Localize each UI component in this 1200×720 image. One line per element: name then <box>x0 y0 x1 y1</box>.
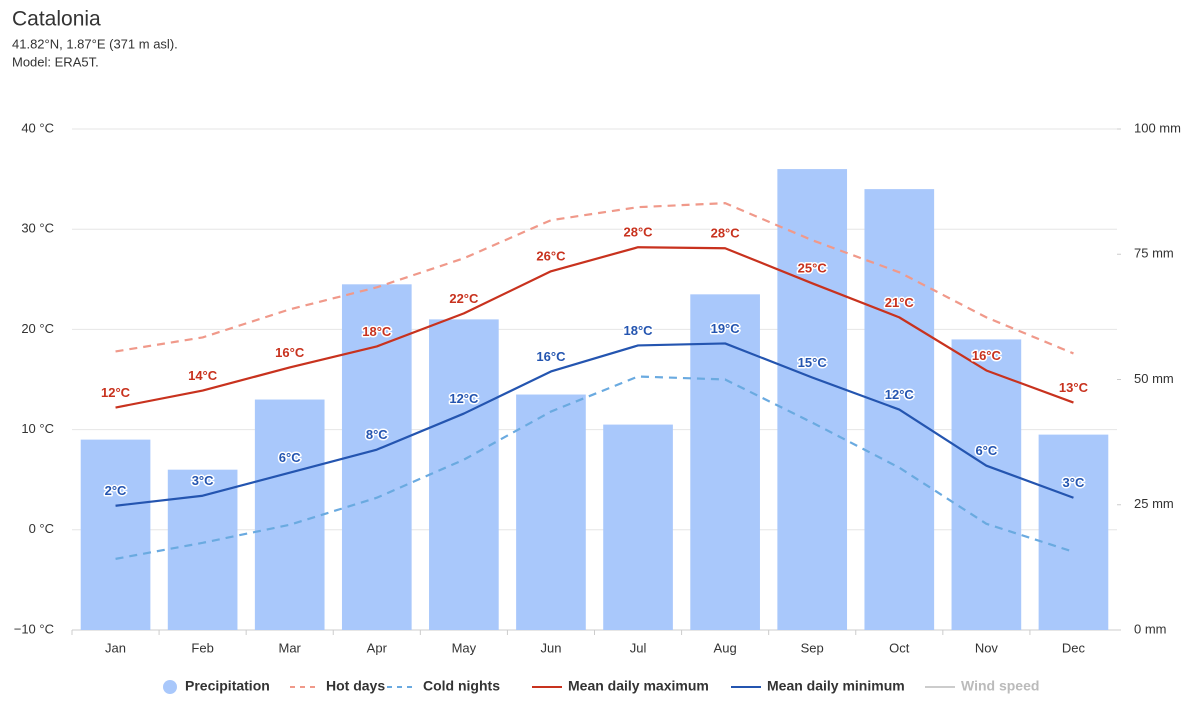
line-series <box>115 246 1074 409</box>
data-label: 22°C <box>449 291 479 306</box>
precipitation-bar <box>516 394 586 630</box>
data-label: 15°C <box>798 355 828 370</box>
x-tick-label: Apr <box>367 640 388 655</box>
legend-item[interactable]: Mean daily maximum <box>532 678 709 694</box>
legend-item[interactable]: Wind speed <box>925 678 1039 694</box>
legend-swatch <box>163 680 177 694</box>
precipitation-bar <box>603 424 673 630</box>
data-label: 18°C <box>624 323 654 338</box>
data-label: 25°C <box>798 261 828 276</box>
x-tick-label: Mar <box>279 640 302 655</box>
legend-label: Precipitation <box>185 678 270 694</box>
data-label: 28°C <box>624 225 654 240</box>
y2-tick-label: 0 mm <box>1134 621 1167 636</box>
y-tick-label: 30 °C <box>21 221 54 236</box>
x-tick-label: Oct <box>889 640 910 655</box>
data-label: 16°C <box>972 348 1002 363</box>
legend-label: Wind speed <box>961 678 1039 694</box>
data-label: 12°C <box>885 387 915 402</box>
legend-item[interactable]: Hot days <box>290 678 385 694</box>
y2-tick-label: 25 mm <box>1134 496 1174 511</box>
x-tick-label: Feb <box>191 640 213 655</box>
data-label: 16°C <box>536 349 566 364</box>
chart-title: Catalonia <box>12 8 101 31</box>
data-label: 21°C <box>885 295 915 310</box>
legend-item[interactable]: Mean daily minimum <box>731 678 905 694</box>
line-series <box>115 342 1074 507</box>
precipitation-bar <box>690 294 760 630</box>
line-series <box>115 375 1074 560</box>
x-tick-label: May <box>452 640 477 655</box>
data-label: 6°C <box>279 450 301 465</box>
precipitation-bar <box>951 339 1022 630</box>
x-tick-label: Dec <box>1062 640 1086 655</box>
data-label: 3°C <box>192 473 214 488</box>
y2-tick-label: 50 mm <box>1134 371 1174 386</box>
legend-item[interactable]: Precipitation <box>163 678 270 694</box>
data-label: 6°C <box>975 443 997 458</box>
y2-tick-label: 75 mm <box>1134 246 1174 261</box>
x-tick-label: Jun <box>540 640 561 655</box>
x-tick-label: Jan <box>105 640 126 655</box>
legend-label: Mean daily maximum <box>568 678 709 694</box>
precipitation-bar <box>80 439 151 630</box>
precipitation-bar <box>167 469 238 630</box>
legend-item[interactable]: Cold nights <box>387 678 500 694</box>
data-label: 12°C <box>101 385 131 400</box>
y2-tick-label: 100 mm <box>1134 120 1181 135</box>
precipitation-bar <box>1038 434 1109 630</box>
data-label: 14°C <box>188 368 218 383</box>
precipitation-bar <box>429 319 499 630</box>
data-label: 18°C <box>362 324 392 339</box>
x-tick-label: Nov <box>975 640 999 655</box>
data-label: 2°C <box>105 483 127 498</box>
data-label: 3°C <box>1063 475 1085 490</box>
data-label: 26°C <box>536 249 566 264</box>
x-tick-label: Jul <box>630 640 647 655</box>
precipitation-bar <box>341 284 412 630</box>
legend-label: Cold nights <box>423 678 500 694</box>
x-tick-label: Aug <box>714 640 737 655</box>
data-label: 19°C <box>711 321 741 336</box>
y-tick-label: 20 °C <box>21 321 54 336</box>
data-label: 8°C <box>366 427 388 442</box>
chart-subtitle: 41.82°N, 1.87°E (371 m asl). <box>12 36 178 51</box>
y-tick-label: 10 °C <box>21 421 54 436</box>
y-tick-label: 0 °C <box>29 521 54 536</box>
data-label: 28°C <box>711 226 741 241</box>
y-tick-label: 40 °C <box>21 120 54 135</box>
data-label: 12°C <box>449 391 479 406</box>
x-tick-label: Sep <box>801 640 824 655</box>
data-label: 16°C <box>275 345 305 360</box>
data-label: 13°C <box>1059 380 1089 395</box>
precipitation-bar <box>254 399 325 630</box>
chart-subtitle: Model: ERA5T. <box>12 54 99 69</box>
precipitation-bar <box>777 169 848 630</box>
y-tick-label: −10 °C <box>14 621 54 636</box>
legend-label: Hot days <box>326 678 385 694</box>
legend-label: Mean daily minimum <box>767 678 905 694</box>
